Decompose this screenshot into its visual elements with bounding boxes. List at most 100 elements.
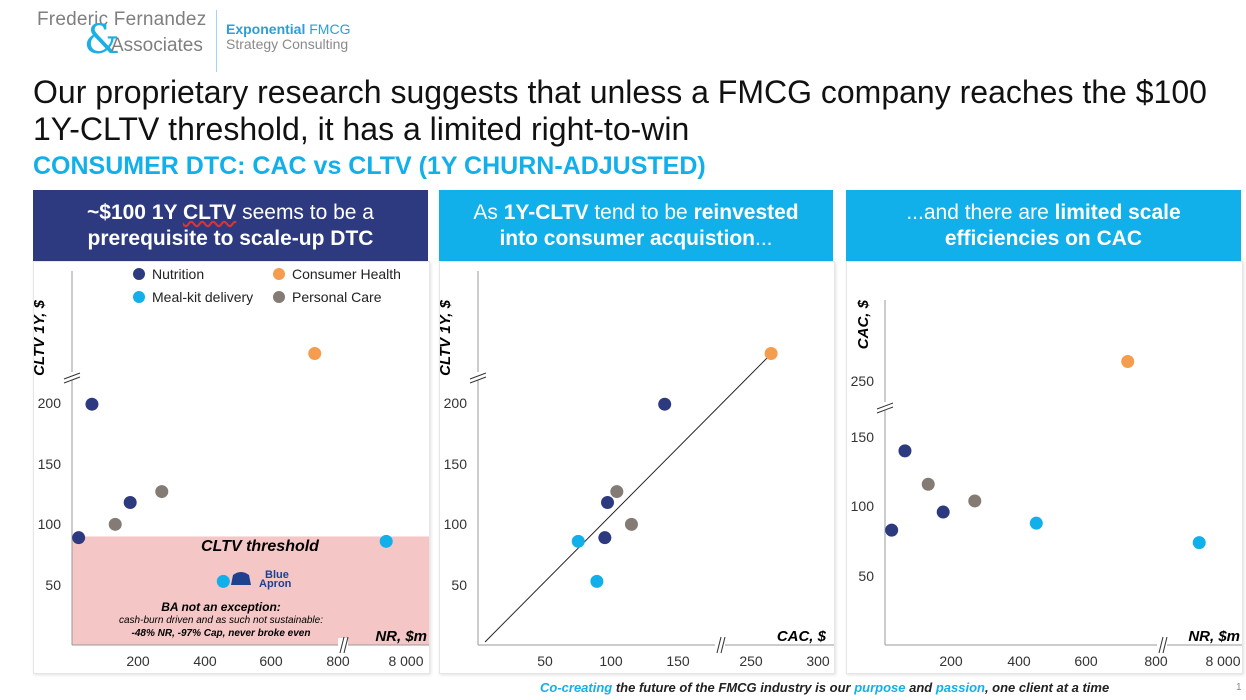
chart1-points [72,347,393,588]
p3-c: efficiencies on CAC [944,226,1143,250]
chart1-y-break [63,372,81,384]
chart1-svg: CLTV 1Y, $ NR, $m 50 100 150 200 200 400… [31,266,429,669]
footer-b: the future of the FMCG industry is our [612,680,855,695]
panel3-header-text: ...and there are limited scale efficienc… [906,200,1180,252]
footer-tagline: Co-creating the future of the FMCG indus… [540,680,1109,695]
chart2-y-break [469,372,487,384]
chart2-svg: CLTV 1Y, $ CAC, $ 50 100 150 200 50 100 … [437,271,834,669]
chart3-xticks: 200 400 600 800 8 000 [939,653,1240,669]
panel1-header: ~$100 1Y CLTV seems to be a prerequisite… [33,190,428,261]
chart1-yticks: 50 100 150 200 [38,395,62,593]
chart1-xtick: 400 [193,653,217,669]
chart3-point-nutrition [885,523,899,537]
p2-a: As [473,200,504,224]
chart3-point-nutrition [898,444,912,458]
ba-logo-line2: Apron [259,578,292,590]
ba-note-title: BA not an exception: [161,600,281,614]
chart3-ytick: 250 [851,373,875,389]
chart3-ytick: 100 [851,498,875,514]
logo-name-line1: Frederic Fernandez [37,9,207,30]
chart2-xtick: 100 [599,653,623,669]
chart2-ytick: 100 [444,516,468,532]
chart3-svg: CAC, $ NR, $m 50 100 150 250 200 400 600… [851,299,1242,669]
legend-label: Consumer Health [292,266,401,282]
legend-label: Meal-kit delivery [152,289,253,305]
legend-marker-personal-care [273,291,285,303]
blue-apron-mark-icon [231,572,251,585]
chart1-ytick: 200 [38,395,62,411]
chart2-point-personal-care [624,517,638,531]
chart3-points [885,355,1206,550]
chart3-point-nutrition [936,505,950,519]
chart2-xticks: 50 100 150 250 300 [537,653,830,669]
chart2-point-nutrition [598,531,612,545]
chart2-xtick: 300 [806,653,830,669]
chart2-point-nutrition [658,397,672,411]
p1-b: CLTV [182,200,237,224]
chart1-point-meal-kit-delivery [379,534,393,548]
chart3-xtick: 800 [1144,653,1168,669]
ba-note-line2: -48% NR, -97% Cap, never broke even [132,628,311,639]
p2-d: reinvested [693,200,799,224]
legend-label: Personal Care [292,289,382,305]
chart-panel-1: CLTV 1Y, $ NR, $m 50 100 150 200 200 400… [31,261,430,674]
p2-c: tend to be [588,200,694,224]
slide-headline: Our proprietary research suggests that u… [33,74,1207,147]
legend-label: Nutrition [152,266,204,282]
chart3-xlabel: NR, $m [1188,628,1240,645]
chart1-xticks: 200 400 600 800 8 000 [126,653,423,669]
chart2-yticks: 50 100 150 200 [444,395,468,593]
chart2-point-nutrition [601,495,615,509]
chart2-points [571,347,778,588]
chart1-point-personal-care [155,485,169,499]
chart2-ytick: 150 [444,456,468,472]
chart1-xtick: 8 000 [388,653,423,669]
chart1-xtick: 200 [126,653,150,669]
trend-line [484,349,776,643]
chart2-xlabel: CAC, $ [777,628,827,645]
chart3-y-break [876,402,894,414]
chart1-point-nutrition [72,531,86,545]
threshold-band [72,536,429,645]
chart1-point-personal-care [108,517,122,531]
footer-a: Co-creating [540,680,613,695]
chart3-xtick: 8 000 [1205,653,1240,669]
chart3-ytick: 150 [851,429,875,445]
tagline-bold: Exponential [226,21,306,37]
panel2-header-text: As 1Y-CLTV tend to be reinvested into co… [473,200,798,252]
chart3-point-consumer-health [1121,355,1135,368]
tagline-rest: FMCG [305,21,351,37]
footer-e: passion [935,680,985,695]
slide-subtitle: CONSUMER DTC: CAC vs CLTV (1Y CHURN-ADJU… [33,152,706,180]
logo-ampersand: & [84,17,120,63]
chart2-ytick: 50 [451,577,467,593]
ba-logo-line1: Blue [265,569,289,581]
chart1-point-consumer-health [308,347,322,360]
chart3-ylabel: CAC, $ [855,299,872,349]
footer-c: purpose [854,680,906,695]
chart1-legend: Nutrition Consumer Health Meal-kit deliv… [133,266,401,305]
chart1-point-nutrition [85,397,99,411]
chart2-point-personal-care [610,485,624,499]
logo-divider [216,10,217,72]
logo-name-line2: Associates [111,35,203,56]
chart1-xtick: 800 [326,653,350,669]
p2-e: into consumer acquistion [499,226,755,250]
footer-f: , one client at a time [984,680,1110,695]
p1-a: ~$100 1Y [87,200,183,224]
chart1-ytick: 100 [38,516,62,532]
legend-marker-meal-kit [133,291,145,303]
ba-note-line1: cash-burn driven and as such not sustain… [119,615,323,626]
chart1-xtick: 600 [259,653,283,669]
panel3-header: ...and there are limited scale efficienc… [846,190,1241,261]
chart1-ytick: 150 [38,456,62,472]
chart2-xtick: 250 [739,653,763,669]
p3-b: limited scale [1054,200,1181,224]
chart1-ytick: 50 [45,577,61,593]
chart3-yticks: 50 100 150 250 [851,373,875,584]
chart3-xtick: 600 [1074,653,1098,669]
footer-d: and [905,680,936,695]
page-number: 1 [1236,682,1242,693]
p1-d: prerequisite to scale-up DTC [87,226,374,250]
chart3-point-meal-kit-delivery [1029,516,1043,530]
